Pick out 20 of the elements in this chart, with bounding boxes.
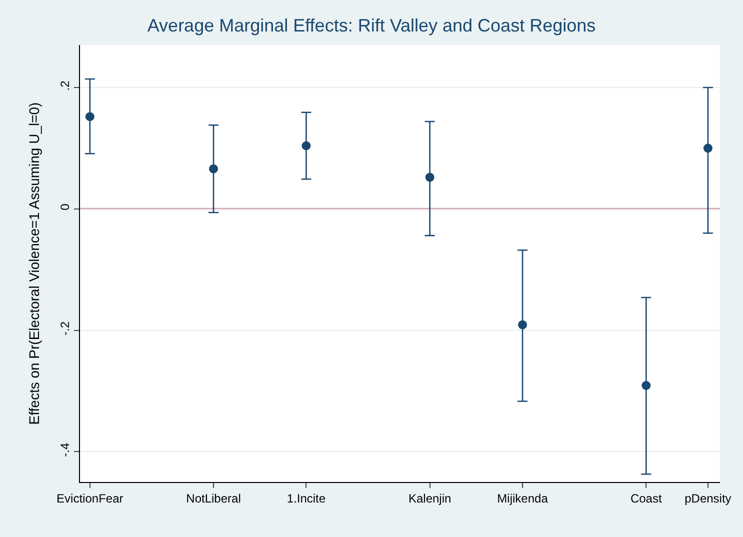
y-tick-label: -.4 [58, 442, 72, 457]
x-tick-label: 1.Incite [286, 491, 326, 506]
point [518, 320, 528, 330]
y-tick-label: .2 [58, 80, 72, 91]
x-tick-label: Mijikenda [497, 491, 548, 506]
point [703, 144, 712, 153]
point [425, 172, 434, 182]
point [85, 112, 94, 122]
point [209, 164, 218, 174]
point [302, 141, 311, 150]
y-tick-label: -.2 [58, 321, 72, 336]
y-axis-title: Effects on Pr(Electoral Violence=1 Assuming U_l=0) [26, 102, 42, 425]
point [642, 381, 651, 390]
x-tick-label: Kalenjin [408, 491, 452, 506]
x-tick-label: NotLiberal [186, 491, 241, 506]
y-tick-label: 0 [58, 203, 72, 210]
x-tick-label: pDensity [684, 491, 732, 506]
x-tick-label: Coast [630, 491, 662, 506]
x-tick-label: EvictionFear [56, 491, 124, 506]
chart-title: Average Marginal Effects: Rift Valley and Coast Regions [147, 15, 596, 36]
